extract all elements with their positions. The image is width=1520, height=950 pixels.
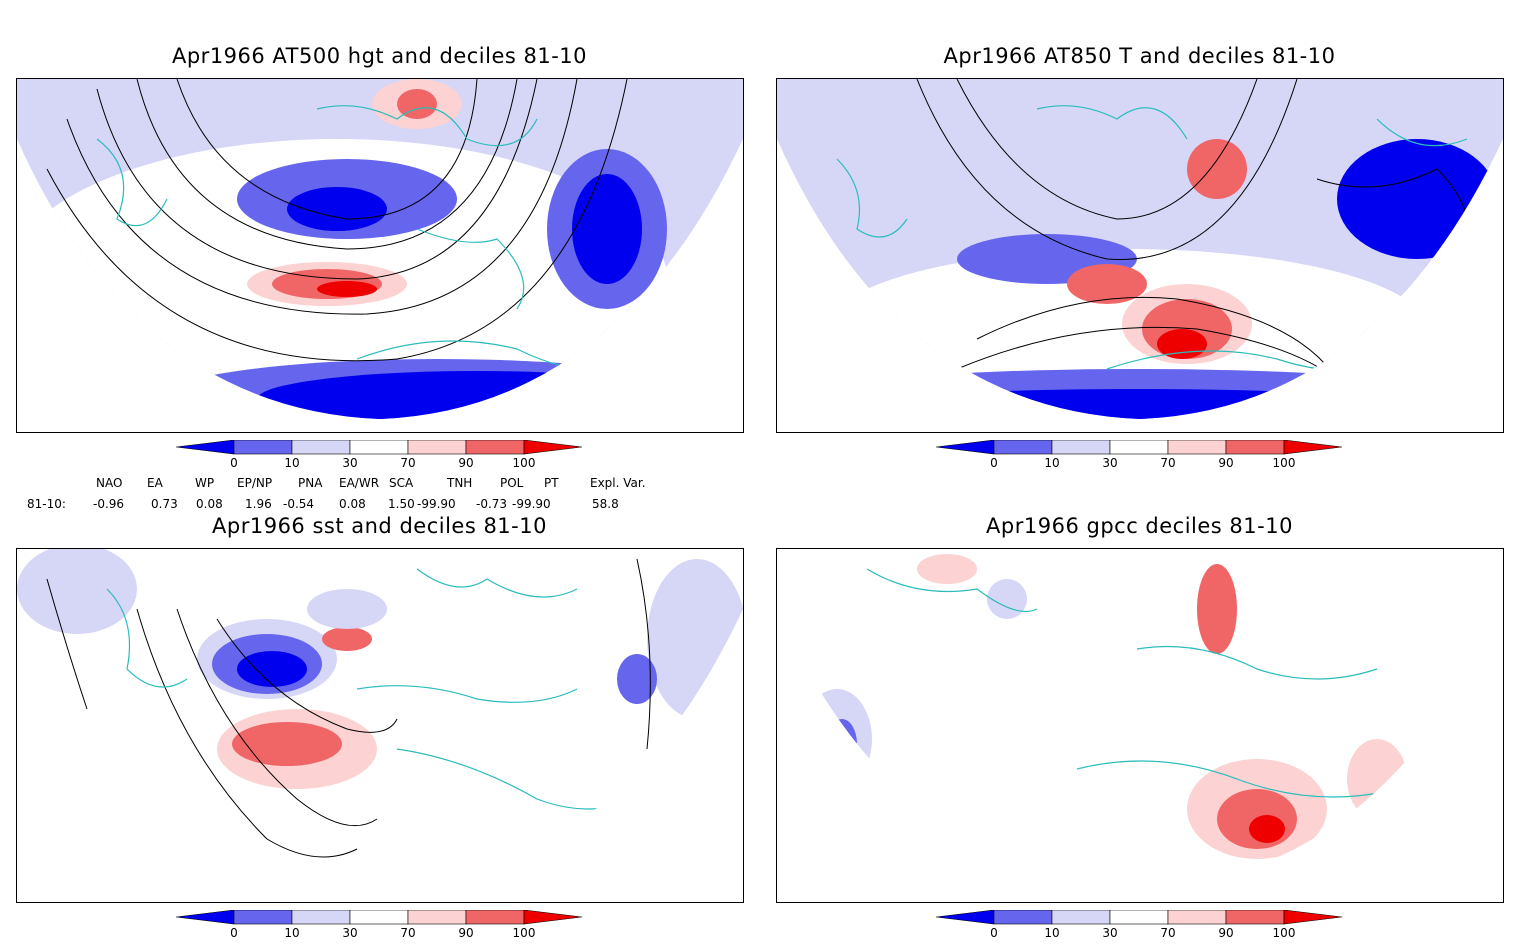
- map-hgt-svg: [17, 79, 743, 419]
- colorbar-tick-label: 70: [1160, 456, 1176, 470]
- index-value-pna: -0.54: [283, 497, 315, 511]
- panel-title-sst: Apr1966 sst and deciles 81-10: [212, 514, 547, 538]
- colorbar-svg: [176, 440, 583, 455]
- index-header-eawr: EA/WR: [339, 476, 380, 490]
- colorbar-segment: [176, 440, 235, 455]
- colorbar-tick-label: 100: [1272, 456, 1296, 470]
- map-panel-t850: [776, 78, 1504, 433]
- index-value-eawr: 0.08: [339, 497, 366, 511]
- colorbar-segment: [1109, 910, 1169, 925]
- colorbar-tick-label: 10: [1044, 456, 1060, 470]
- index-header-ea: EA: [147, 476, 163, 490]
- colorbar-segment: [1283, 910, 1343, 925]
- index-header-sca: SCA: [389, 476, 414, 490]
- colorbar-gpcc: 0 10 30 70 90 100: [936, 910, 1356, 950]
- index-row-label: 81-10:: [27, 497, 66, 511]
- index-value-sca: 1.50: [388, 497, 415, 511]
- colorbar-hgt: 0 10 30 70 90 100: [176, 440, 596, 480]
- colorbar-tick-label: 0: [990, 456, 998, 470]
- colorbar-tick-label: 0: [990, 926, 998, 940]
- index-header-pt: PT: [544, 476, 559, 490]
- colorbar-segment: [523, 440, 583, 455]
- map-panel-sst: [16, 548, 744, 903]
- map-sst-svg: [17, 549, 743, 889]
- index-value-explvar: 58.8: [592, 497, 619, 511]
- colorbar-segment: [1283, 440, 1343, 455]
- index-header-pna: PNA: [298, 476, 323, 490]
- panel-title-t850: Apr1966 AT850 T and deciles 81-10: [943, 44, 1336, 68]
- colorbar-segment: [233, 910, 293, 925]
- map-t850-svg: [777, 79, 1503, 419]
- panel-title-hgt: Apr1966 AT500 hgt and deciles 81-10: [171, 44, 588, 68]
- colorbar-svg: [176, 910, 583, 925]
- colorbar-segment: [936, 910, 995, 925]
- colorbar-segment: [1225, 440, 1285, 455]
- colorbar-t850: 0 10 30 70 90 100: [936, 440, 1356, 480]
- colorbar-tick-label: 90: [458, 926, 474, 940]
- index-value-tnh: -99.90: [417, 497, 456, 511]
- index-value-pol: -0.73: [476, 497, 508, 511]
- colorbar-tick-label: 30: [342, 926, 358, 940]
- colorbar-tick-label: 30: [342, 456, 358, 470]
- index-value-epnp: 1.96: [245, 497, 272, 511]
- colorbar-segment: [1109, 440, 1169, 455]
- panel-title-gpcc: Apr1966 gpcc deciles 81-10: [986, 514, 1293, 538]
- colorbar-segment: [993, 440, 1053, 455]
- colorbar-segment: [465, 910, 525, 925]
- index-header-explvar: Expl. Var.: [590, 476, 646, 490]
- index-value-wp: 0.08: [196, 497, 223, 511]
- colorbar-tick-label: 100: [1272, 926, 1296, 940]
- colorbar-tick-label: 0: [230, 456, 238, 470]
- index-header-pol: POL: [500, 476, 524, 490]
- colorbar-tick-label: 90: [1218, 456, 1234, 470]
- colorbar-tick-label: 70: [400, 456, 416, 470]
- colorbar-segment: [291, 910, 351, 925]
- colorbar-svg: [936, 440, 1343, 455]
- colorbar-tick-label: 10: [284, 456, 300, 470]
- colorbar-tick-label: 100: [512, 926, 536, 940]
- colorbar-segment: [1167, 910, 1227, 925]
- colorbar-segment: [1225, 910, 1285, 925]
- map-panel-gpcc: [776, 548, 1504, 903]
- colorbar-sst: 0 10 30 70 90 100: [176, 910, 596, 950]
- colorbar-segment: [349, 910, 409, 925]
- index-header-nao: NAO: [96, 476, 123, 490]
- colorbar-tick-label: 0: [230, 926, 238, 940]
- colorbar-tick-label: 10: [1044, 926, 1060, 940]
- colorbar-tick-label: 90: [1218, 926, 1234, 940]
- colorbar-segment: [1051, 440, 1111, 455]
- colorbar-segment: [936, 440, 995, 455]
- colorbar-segment: [1051, 910, 1111, 925]
- map-panel-hgt: [16, 78, 744, 433]
- index-header-tnh: TNH: [447, 476, 473, 490]
- index-value-nao: -0.96: [93, 497, 125, 511]
- colorbar-tick-label: 30: [1102, 456, 1118, 470]
- colorbar-tick-label: 90: [458, 456, 474, 470]
- colorbar-svg: [936, 910, 1343, 925]
- colorbar-segment: [1167, 440, 1227, 455]
- colorbar-tick-label: 100: [512, 456, 536, 470]
- colorbar-segment: [176, 910, 235, 925]
- index-header-wp: WP: [195, 476, 215, 490]
- colorbar-tick-label: 30: [1102, 926, 1118, 940]
- colorbar-segment: [233, 440, 293, 455]
- colorbar-segment: [407, 910, 467, 925]
- index-header-epnp: EP/NP: [237, 476, 273, 490]
- index-value-pt: -99.90: [512, 497, 551, 511]
- colorbar-segment: [465, 440, 525, 455]
- colorbar-tick-label: 10: [284, 926, 300, 940]
- colorbar-segment: [291, 440, 351, 455]
- colorbar-tick-label: 70: [1160, 926, 1176, 940]
- colorbar-segment: [407, 440, 467, 455]
- colorbar-segment: [993, 910, 1053, 925]
- colorbar-segment: [523, 910, 583, 925]
- index-value-ea: 0.73: [151, 497, 178, 511]
- colorbar-tick-label: 70: [400, 926, 416, 940]
- map-gpcc-svg: [802, 554, 1407, 859]
- colorbar-segment: [349, 440, 409, 455]
